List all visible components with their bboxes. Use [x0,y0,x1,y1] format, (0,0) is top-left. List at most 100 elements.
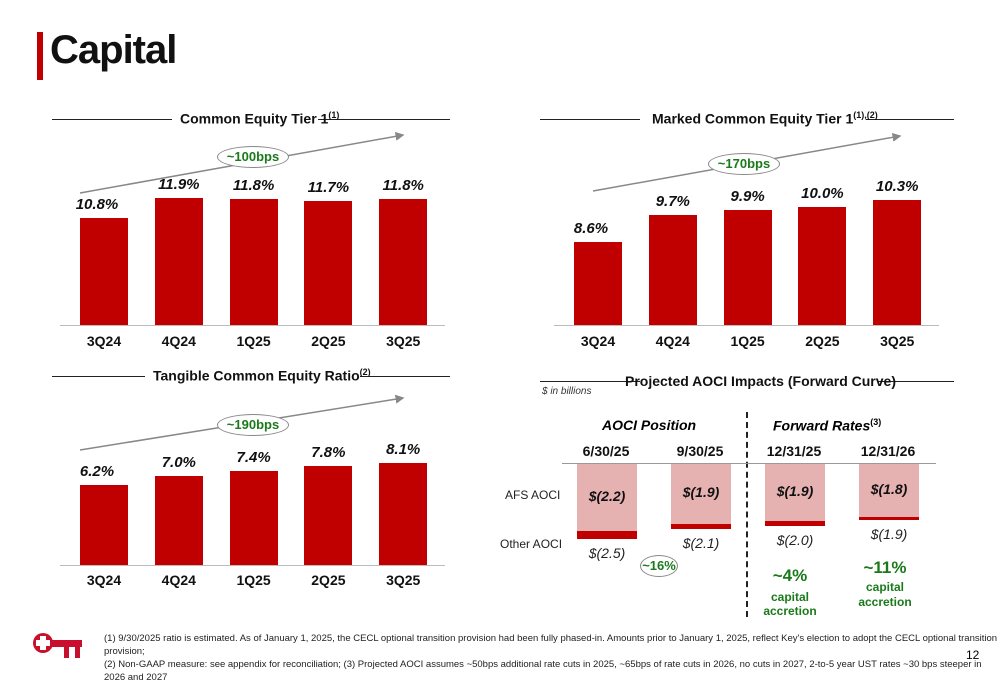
afs-value: $(2.2) [588,487,626,504]
data-label: 11.8% [232,177,275,195]
bar [379,199,428,325]
data-label: 11.9% [158,175,200,193]
category-label: 3Q24 [580,333,616,349]
afs-aoci-bar [765,464,825,521]
bar [80,484,128,565]
total-value: $(2.0) [776,532,814,548]
afs-aoci-bar [671,464,731,524]
change-bubble: ~16% [640,555,678,577]
divider [866,119,954,120]
divider [360,376,450,377]
bar [229,199,278,325]
group-label-forward-rates: Forward Rates(3) [773,417,882,434]
accretion-pct: ~4% [772,566,808,585]
afs-value: $(1.9) [682,484,720,500]
x-axis [60,325,445,326]
key-logo-icon [33,633,82,658]
accretion-text: accretion [858,595,912,609]
unit-note: $ in billions [542,386,592,397]
category-label: 2Q25 [311,333,346,349]
accretion-text: accretion [763,604,817,618]
data-label: 9.9% [730,187,765,205]
data-label: 11.7% [307,179,350,197]
category-label: 4Q24 [161,572,196,588]
data-label: 10.0% [801,185,844,203]
bar [574,241,622,325]
afs-value: $(1.8) [870,480,908,497]
other-aoci-bar [671,524,731,529]
bar [154,197,203,325]
chart-title: Tangible Common Equity Ratio(2) [153,367,371,384]
accretion-pct: ~11% [863,558,907,577]
data-label: 10.3% [875,178,919,196]
title-accent-bar [37,32,43,80]
bar [648,214,697,325]
bar [154,475,203,565]
bar [80,217,128,325]
divider [540,119,640,120]
bar [304,466,353,565]
data-label: 6.2% [79,462,115,480]
accretion-text: capital [770,590,809,604]
category-label: 3Q24 [86,572,122,588]
data-label: 11.8% [382,177,424,195]
chart-title: Marked Common Equity Tier 1(1),(2) [652,110,878,127]
category-label: 3Q25 [880,333,915,349]
category-label: 1Q25 [730,333,765,349]
date-label: 9/30/25 [676,443,724,459]
data-label: 8.6% [573,219,609,237]
aoci-axis [562,463,936,464]
divider [318,119,450,120]
bar [723,209,772,325]
divider [540,381,640,382]
date-label: 12/31/26 [860,443,916,459]
other-aoci-bar [859,517,919,520]
afs-value: $(1.9) [776,482,814,499]
date-label: 12/31/25 [766,443,822,459]
dashed-divider [746,412,748,617]
total-value: $(2.1) [682,535,720,551]
total-value: $(2.5) [588,545,626,561]
other-aoci-bar [765,521,825,526]
afs-aoci-label: AFS AOCI [505,488,561,502]
aoci-chart-title: Projected AOCI Impacts (Forward Curve) [625,373,896,389]
data-label: 7.0% [161,453,196,471]
other-aoci-label: Other AOCI [500,537,563,551]
afs-aoci-bar [577,464,637,531]
category-label: 3Q25 [386,333,421,349]
data-label: 9.7% [655,192,690,210]
bar [379,462,428,565]
date-label: 6/30/25 [582,443,630,459]
data-label: 10.8% [75,195,119,213]
afs-aoci-bar [859,464,919,517]
trend-arrow [79,394,405,451]
x-axis [60,565,445,566]
change-bubble: ~100bps [217,146,289,168]
data-label: 8.1% [386,440,421,458]
data-label: 7.4% [236,449,271,467]
category-label: 3Q25 [386,572,421,588]
bar [304,201,353,325]
category-label: 1Q25 [236,333,271,349]
page-number: 12 [966,648,980,662]
footnote-line: (1) 9/30/2025 ratio is estimated. As of … [104,633,998,657]
category-label: 1Q25 [236,572,271,588]
category-label: 4Q24 [655,333,690,349]
category-label: 3Q24 [86,333,122,349]
footnotes: (1) 9/30/2025 ratio is estimated. As of … [104,632,1000,684]
data-label: 7.8% [311,444,346,462]
divider [52,119,172,120]
bar [798,207,847,325]
accretion-text: capital [865,580,904,594]
other-aoci-bar [577,531,637,539]
chart-title: Common Equity Tier 1(1) [180,110,340,127]
change-bubble: ~190bps [217,414,289,436]
footnote-line: (2) Non-GAAP measure: see appendix for r… [104,659,982,683]
divider [877,381,954,382]
bar [873,200,922,325]
change-bubble: ~170bps [708,153,780,175]
category-label: 4Q24 [161,333,196,349]
page-title: Capital [50,28,177,72]
group-label-aoci-position: AOCI Position [602,417,697,433]
